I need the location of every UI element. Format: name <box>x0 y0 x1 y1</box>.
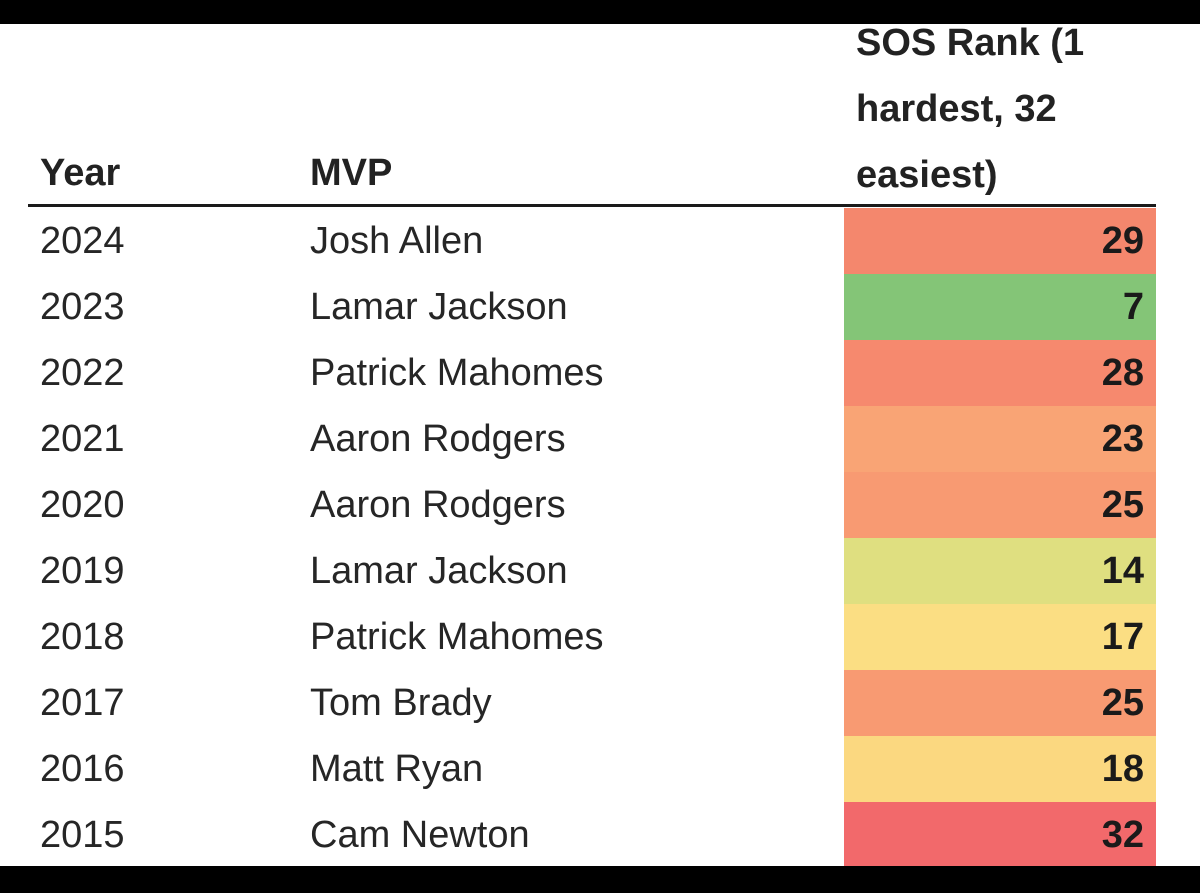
table-row: 2020 Aaron Rodgers 25 <box>0 472 1200 538</box>
cell-sos-rank: 23 <box>844 406 1156 472</box>
cell-year: 2016 <box>40 748 125 790</box>
table-row: 2024 Josh Allen 29 <box>0 208 1200 274</box>
cell-sos-rank: 28 <box>844 340 1156 406</box>
cell-sos-rank: 25 <box>844 670 1156 736</box>
table-row: 2017 Tom Brady 25 <box>0 670 1200 736</box>
table-row: 2021 Aaron Rodgers 23 <box>0 406 1200 472</box>
cell-mvp: Josh Allen <box>310 220 484 262</box>
cell-mvp: Aaron Rodgers <box>310 418 566 460</box>
cell-year: 2024 <box>40 220 125 262</box>
table-row: 2019 Lamar Jackson 14 <box>0 538 1200 604</box>
table-row: 2023 Lamar Jackson 7 <box>0 274 1200 340</box>
header-mvp: MVP <box>310 152 393 194</box>
header-divider <box>28 204 1156 207</box>
cell-sos-rank: 25 <box>844 472 1156 538</box>
table-row: 2016 Matt Ryan 18 <box>0 736 1200 802</box>
cell-mvp: Aaron Rodgers <box>310 484 566 526</box>
header-year: Year <box>40 152 121 194</box>
cell-sos-rank: 17 <box>844 604 1156 670</box>
cell-mvp: Lamar Jackson <box>310 550 568 592</box>
cell-year: 2023 <box>40 286 125 328</box>
cell-year: 2015 <box>40 814 125 856</box>
cell-sos-rank: 14 <box>844 538 1156 604</box>
cell-mvp: Tom Brady <box>310 682 492 724</box>
cell-year: 2018 <box>40 616 125 658</box>
cell-year: 2019 <box>40 550 125 592</box>
cell-sos-rank: 32 <box>844 802 1156 866</box>
cell-mvp: Cam Newton <box>310 814 530 856</box>
cell-mvp: Lamar Jackson <box>310 286 568 328</box>
cell-sos-rank: 29 <box>844 208 1156 274</box>
spreadsheet-table: Year MVP SOS Rank (1 hardest, 32 easiest… <box>0 24 1200 866</box>
cell-mvp: Matt Ryan <box>310 748 484 790</box>
cell-year: 2020 <box>40 484 125 526</box>
cell-mvp: Patrick Mahomes <box>310 616 604 658</box>
cell-sos-rank: 7 <box>844 274 1156 340</box>
cell-sos-rank: 18 <box>844 736 1156 802</box>
table-row: 2018 Patrick Mahomes 17 <box>0 604 1200 670</box>
table-row: 2015 Cam Newton 32 <box>0 802 1200 866</box>
table-row: 2022 Patrick Mahomes 28 <box>0 340 1200 406</box>
header-sos-rank: SOS Rank (1 hardest, 32 easiest) <box>856 24 1085 196</box>
cell-year: 2022 <box>40 352 125 394</box>
cell-mvp: Patrick Mahomes <box>310 352 604 394</box>
cell-year: 2021 <box>40 418 125 460</box>
cell-year: 2017 <box>40 682 125 724</box>
